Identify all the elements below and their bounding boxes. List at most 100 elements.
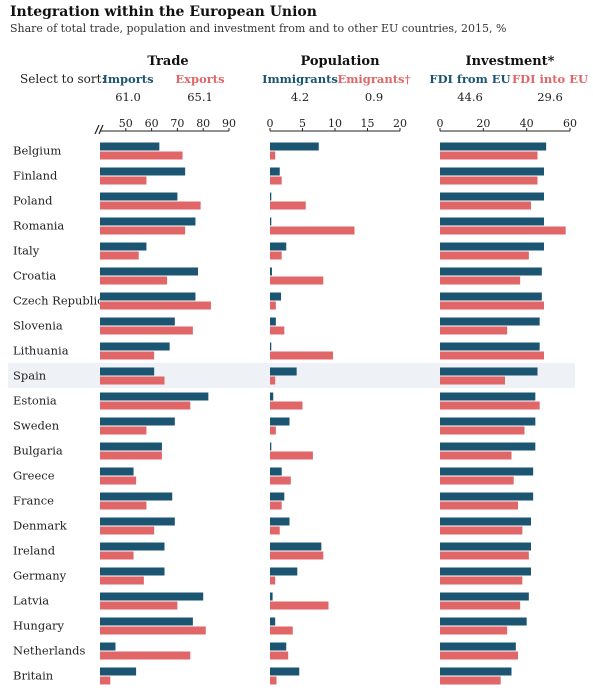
bar-investment-fdi-from-eu-greece [440, 467, 534, 476]
country-label-spain: Spain [13, 369, 47, 383]
bar-investment-fdi-into-eu-latvia [440, 601, 521, 610]
bar-population-emigrants-croatia [270, 276, 324, 285]
country-label-czech-republic: Czech Republic [13, 294, 104, 308]
bar-population-immigrants-netherlands [270, 642, 287, 651]
bar-population-emigrants-netherlands [270, 651, 289, 660]
sort-imports[interactable]: Imports [102, 72, 153, 86]
tick-label-population-10: 10 [328, 117, 342, 130]
tick-label-investment-20: 20 [476, 117, 490, 130]
bar-trade-imports-poland [100, 192, 178, 201]
bar-trade-imports-slovenia [100, 317, 175, 326]
bar-investment-fdi-from-eu-bulgaria [440, 442, 536, 451]
sort-fdi-into-eu[interactable]: FDI into EU [512, 72, 588, 86]
average-exports: 65.1 [187, 90, 213, 104]
bar-population-immigrants-spain [270, 367, 297, 376]
bar-population-immigrants-belgium [270, 142, 319, 151]
bar-investment-fdi-from-eu-sweden [440, 417, 536, 426]
bar-investment-fdi-from-eu-spain [440, 367, 538, 376]
bar-trade-exports-estonia [100, 401, 191, 410]
bar-trade-exports-lithuania [100, 351, 155, 360]
sort-fdi-from-eu[interactable]: FDI from EU [429, 72, 510, 86]
country-label-bulgaria: Bulgaria [13, 444, 63, 458]
bar-trade-exports-bulgaria [100, 451, 162, 460]
average-fdi-into-eu: 29.6 [537, 90, 563, 104]
bar-population-emigrants-hungary [270, 626, 293, 635]
bar-trade-exports-denmark [100, 526, 155, 535]
bar-trade-imports-finland [100, 167, 186, 176]
bar-investment-fdi-from-eu-estonia [440, 392, 536, 401]
country-label-croatia: Croatia [13, 269, 56, 283]
panel-title-population: Population [300, 54, 380, 69]
bar-investment-fdi-into-eu-romania [440, 226, 566, 235]
bar-population-immigrants-poland [270, 192, 272, 201]
bar-population-emigrants-finland [270, 176, 282, 185]
bar-population-emigrants-greece [270, 476, 291, 485]
bar-population-emigrants-lithuania [270, 351, 334, 360]
country-label-belgium: Belgium [13, 144, 61, 158]
tick-label-investment-40: 40 [520, 117, 534, 130]
bar-population-emigrants-denmark [270, 526, 280, 535]
bar-investment-fdi-from-eu-denmark [440, 517, 531, 526]
bar-population-emigrants-italy [270, 251, 282, 260]
panel-population: Population Immigrants 4.2 Emigrants† 0.9 0 5 10… [262, 54, 411, 685]
sort-emigrants[interactable]: Emigrants† [337, 72, 410, 86]
sort-exports[interactable]: Exports [175, 72, 224, 86]
country-label-finland: Finland [13, 169, 58, 183]
bar-trade-imports-germany [100, 567, 165, 576]
bar-trade-exports-belgium [100, 151, 183, 160]
bar-investment-fdi-into-eu-ireland [440, 551, 529, 560]
bars-trade [100, 142, 211, 685]
bars-population [270, 142, 355, 685]
bar-population-emigrants-britain [270, 676, 277, 685]
tick-label-population-20: 20 [393, 117, 407, 130]
bar-trade-exports-latvia [100, 601, 178, 610]
country-label-poland: Poland [13, 194, 53, 208]
bar-population-immigrants-hungary [270, 617, 276, 626]
panel-title-investment: Investment* [466, 54, 555, 69]
average-emigrants: 0.9 [365, 90, 383, 104]
bar-population-immigrants-czech-republic [270, 292, 282, 301]
bar-investment-fdi-into-eu-spain [440, 376, 505, 385]
country-label-estonia: Estonia [13, 394, 57, 408]
panel-trade: Trade Imports 61.0 Exports 65.1 50 60 70 80 90 [94, 54, 236, 685]
bar-investment-fdi-into-eu-italy [440, 251, 529, 260]
bar-investment-fdi-into-eu-sweden [440, 426, 525, 435]
bar-investment-fdi-into-eu-germany [440, 576, 523, 585]
sort-immigrants[interactable]: Immigrants [262, 72, 338, 86]
tick-label-population-15: 15 [361, 117, 375, 130]
bar-population-immigrants-ireland [270, 542, 322, 551]
bar-investment-fdi-from-eu-hungary [440, 617, 527, 626]
bar-trade-imports-greece [100, 467, 134, 476]
bar-trade-imports-bulgaria [100, 442, 162, 451]
bar-trade-exports-spain [100, 376, 165, 385]
bar-trade-exports-hungary [100, 626, 206, 635]
bar-population-emigrants-bulgaria [270, 451, 313, 460]
bar-investment-fdi-into-eu-czech-republic [440, 301, 544, 310]
bar-investment-fdi-from-eu-italy [440, 242, 544, 251]
bar-trade-imports-britain [100, 667, 137, 676]
bar-trade-exports-czech-republic [100, 301, 211, 310]
bar-population-immigrants-britain [270, 667, 300, 676]
bar-population-immigrants-slovenia [270, 317, 276, 326]
tick-label-trade-80: 80 [196, 117, 210, 130]
tick-label-population-0: 0 [267, 117, 274, 130]
bar-investment-fdi-into-eu-belgium [440, 151, 538, 160]
bar-investment-fdi-into-eu-hungary [440, 626, 508, 635]
bar-trade-imports-spain [100, 367, 155, 376]
tick-label-investment-60: 60 [563, 117, 577, 130]
country-label-hungary: Hungary [13, 619, 65, 633]
country-label-france: France [13, 494, 54, 508]
bar-investment-fdi-into-eu-slovenia [440, 326, 508, 335]
bar-trade-exports-romania [100, 226, 186, 235]
bar-population-emigrants-romania [270, 226, 355, 235]
bar-investment-fdi-from-eu-netherlands [440, 642, 516, 651]
bar-investment-fdi-from-eu-czech-republic [440, 292, 542, 301]
bar-investment-fdi-into-eu-estonia [440, 401, 540, 410]
bar-trade-exports-croatia [100, 276, 168, 285]
bar-trade-imports-ireland [100, 542, 165, 551]
bar-population-immigrants-italy [270, 242, 287, 251]
bar-population-emigrants-belgium [270, 151, 276, 160]
